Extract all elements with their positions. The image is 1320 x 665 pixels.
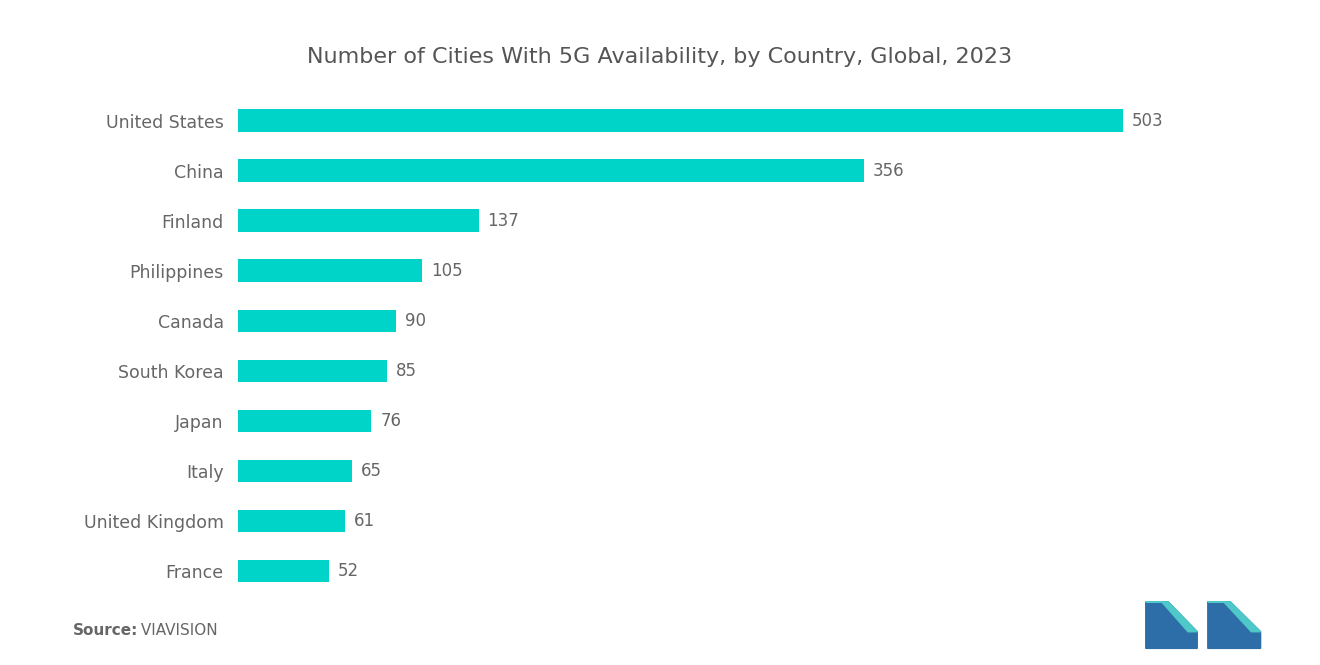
- Text: 137: 137: [487, 211, 519, 229]
- Text: 76: 76: [380, 412, 401, 430]
- Bar: [238, 259, 422, 282]
- Text: 61: 61: [354, 512, 375, 530]
- Polygon shape: [1208, 602, 1261, 632]
- Text: 105: 105: [432, 262, 463, 280]
- Bar: [238, 209, 479, 232]
- Text: 52: 52: [338, 562, 359, 580]
- Text: Source:: Source:: [73, 623, 139, 638]
- Text: 503: 503: [1131, 112, 1163, 130]
- Bar: [238, 309, 396, 332]
- Text: VIAVISION: VIAVISION: [136, 623, 218, 638]
- Bar: [238, 160, 865, 182]
- Bar: [238, 109, 1123, 132]
- Polygon shape: [1146, 602, 1197, 648]
- Bar: [238, 410, 371, 432]
- Polygon shape: [1146, 602, 1197, 632]
- Text: 90: 90: [405, 312, 426, 330]
- Polygon shape: [1208, 602, 1261, 648]
- Bar: [238, 560, 329, 583]
- Bar: [238, 360, 387, 382]
- Bar: [238, 509, 345, 532]
- Text: 65: 65: [360, 462, 381, 480]
- Text: Number of Cities With 5G Availability, by Country, Global, 2023: Number of Cities With 5G Availability, b…: [308, 47, 1012, 66]
- Text: 85: 85: [396, 362, 417, 380]
- Text: 356: 356: [873, 162, 904, 180]
- Bar: [238, 460, 352, 482]
